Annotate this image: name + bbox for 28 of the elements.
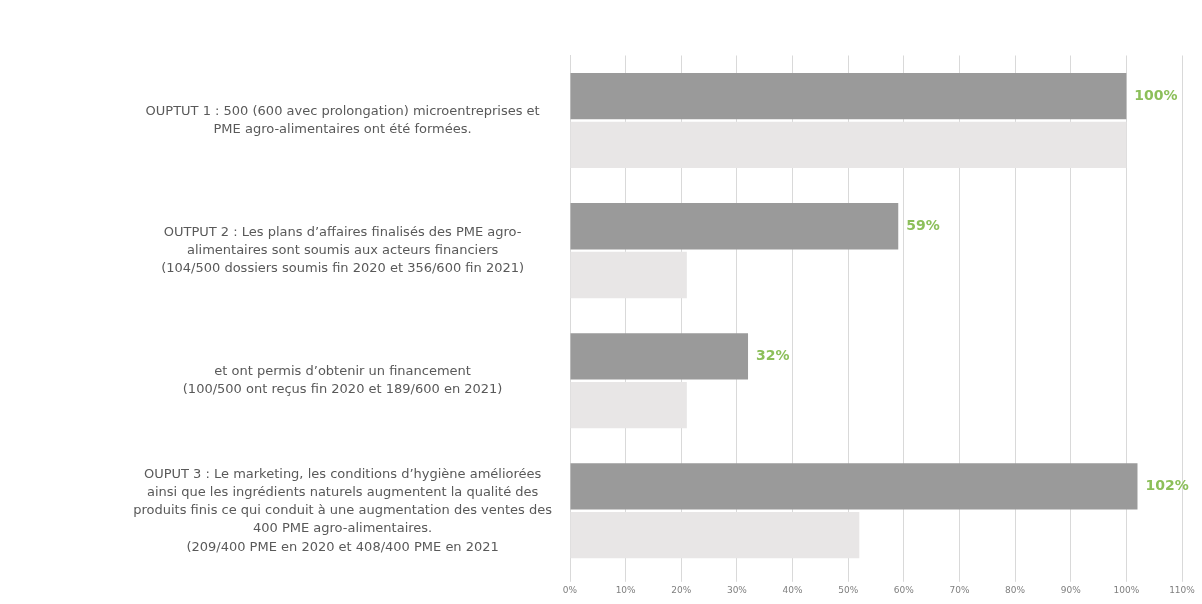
x-tick-label: 80% [1005, 584, 1026, 595]
x-tick-label: 60% [893, 584, 915, 595]
y-tick-label: et ont permis d’obtenir un financement (100/500 ont reçus fin 2020 et 189/600 en 2021) [182, 362, 503, 397]
y-tick-label: OUPUT 3 : Le marketing, les conditions d’hygiène améliorées ainsi que les ingrédients naturels augmentent la qualité des produits finis ce qui conduit à une augmentation des ventes des 400 PME agro-alimentaires. (209/400 PME en 2020 et 408/400 PME en 2021 [133, 465, 553, 554]
bar [570, 381, 687, 429]
x-tick-label: 10% [615, 584, 637, 595]
x-tick-label: 110% [1169, 584, 1196, 595]
x-tick-label: 20% [671, 584, 692, 595]
bar [570, 251, 687, 299]
data-label: 32% [756, 346, 790, 363]
bar [570, 72, 1127, 120]
x-tick-label: 40% [782, 584, 803, 595]
y-tick-label: OUTPUT 2 : Les plans d’affaires finalisés des PME agro- alimentaires sont soumis aux acteurs financiers (104/500 dossiers soumis fin 2020 et 356/600 fin 2021) [161, 223, 525, 276]
x-tick-label: 0% [562, 584, 578, 595]
data-label: 59% [906, 216, 940, 233]
bar [570, 121, 1127, 169]
x-tick-label: 90% [1060, 584, 1082, 595]
x-tick-label: 30% [726, 584, 748, 595]
x-tick-label: 100% [1113, 584, 1140, 595]
bar [570, 333, 749, 380]
bar [570, 203, 899, 250]
bar [570, 463, 1138, 510]
x-tick-label: 50% [838, 584, 859, 595]
bar [570, 511, 860, 559]
x-tick-label: 70% [949, 584, 970, 595]
data-label: 100% [1134, 86, 1178, 103]
y-tick-label: OUPTUT 1 : 500 (600 avec prolongation) microentreprises et PME agro-alimentaires ont été formées. [145, 102, 540, 137]
data-label: 102% [1145, 477, 1189, 494]
